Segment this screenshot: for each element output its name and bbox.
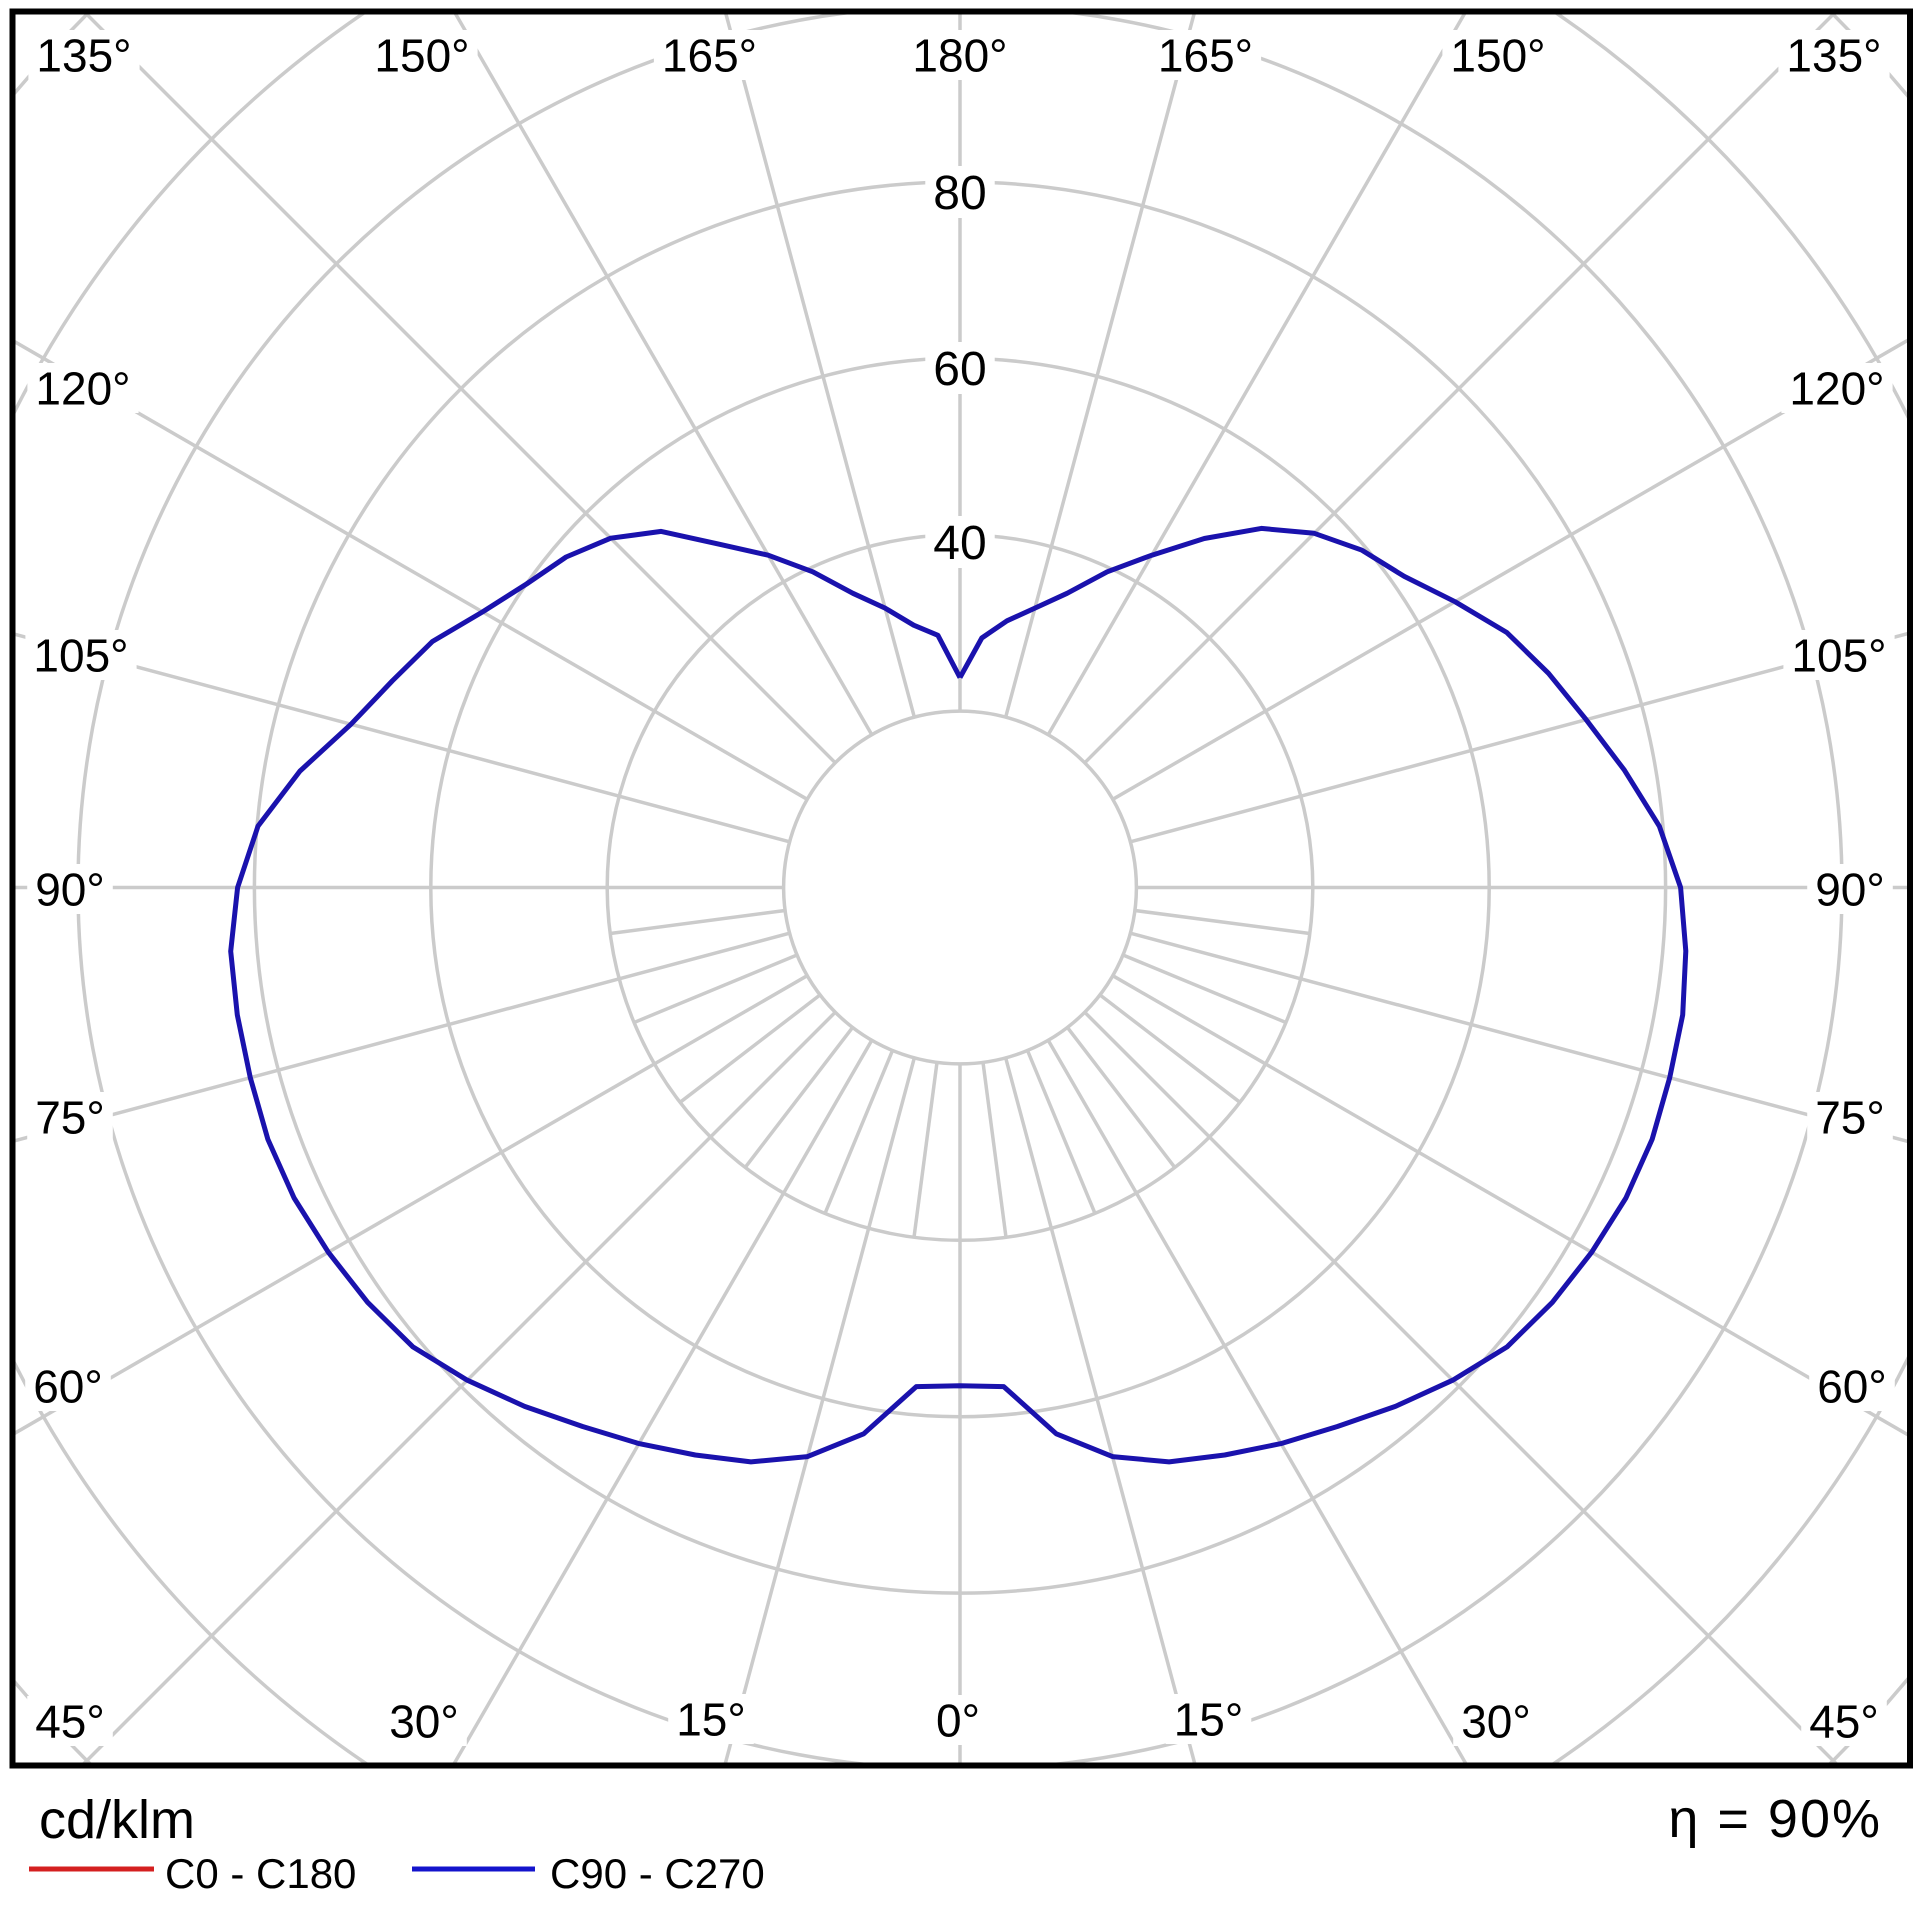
svg-text:165°: 165° xyxy=(662,30,757,82)
svg-text:15°: 15° xyxy=(676,1694,746,1746)
svg-text:η = 90%: η = 90% xyxy=(1668,1789,1882,1849)
svg-text:105°: 105° xyxy=(33,630,128,682)
svg-text:30°: 30° xyxy=(1461,1696,1531,1748)
svg-text:40: 40 xyxy=(933,517,986,570)
svg-text:cd/klm: cd/klm xyxy=(39,1790,195,1850)
svg-text:75°: 75° xyxy=(1815,1092,1885,1144)
svg-text:C0 - C180: C0 - C180 xyxy=(165,1850,356,1897)
svg-text:150°: 150° xyxy=(374,30,469,82)
svg-text:0°: 0° xyxy=(936,1695,980,1747)
svg-text:135°: 135° xyxy=(1786,30,1881,82)
svg-text:105°: 105° xyxy=(1791,630,1886,682)
svg-text:C90 - C270: C90 - C270 xyxy=(550,1850,765,1897)
svg-text:45°: 45° xyxy=(35,1696,105,1748)
svg-text:120°: 120° xyxy=(1789,363,1884,415)
svg-text:60°: 60° xyxy=(33,1361,103,1413)
svg-text:60: 60 xyxy=(933,343,986,396)
svg-text:60°: 60° xyxy=(1817,1361,1887,1413)
svg-text:45°: 45° xyxy=(1809,1696,1879,1748)
svg-text:90°: 90° xyxy=(35,864,105,916)
svg-text:150°: 150° xyxy=(1450,30,1545,82)
svg-text:120°: 120° xyxy=(35,363,130,415)
svg-text:15°: 15° xyxy=(1174,1694,1244,1746)
svg-text:75°: 75° xyxy=(35,1092,105,1144)
svg-text:165°: 165° xyxy=(1158,30,1253,82)
svg-text:180°: 180° xyxy=(912,30,1007,82)
svg-text:80: 80 xyxy=(933,167,986,220)
svg-text:90°: 90° xyxy=(1815,864,1885,916)
svg-text:30°: 30° xyxy=(389,1696,459,1748)
svg-text:135°: 135° xyxy=(36,30,131,82)
